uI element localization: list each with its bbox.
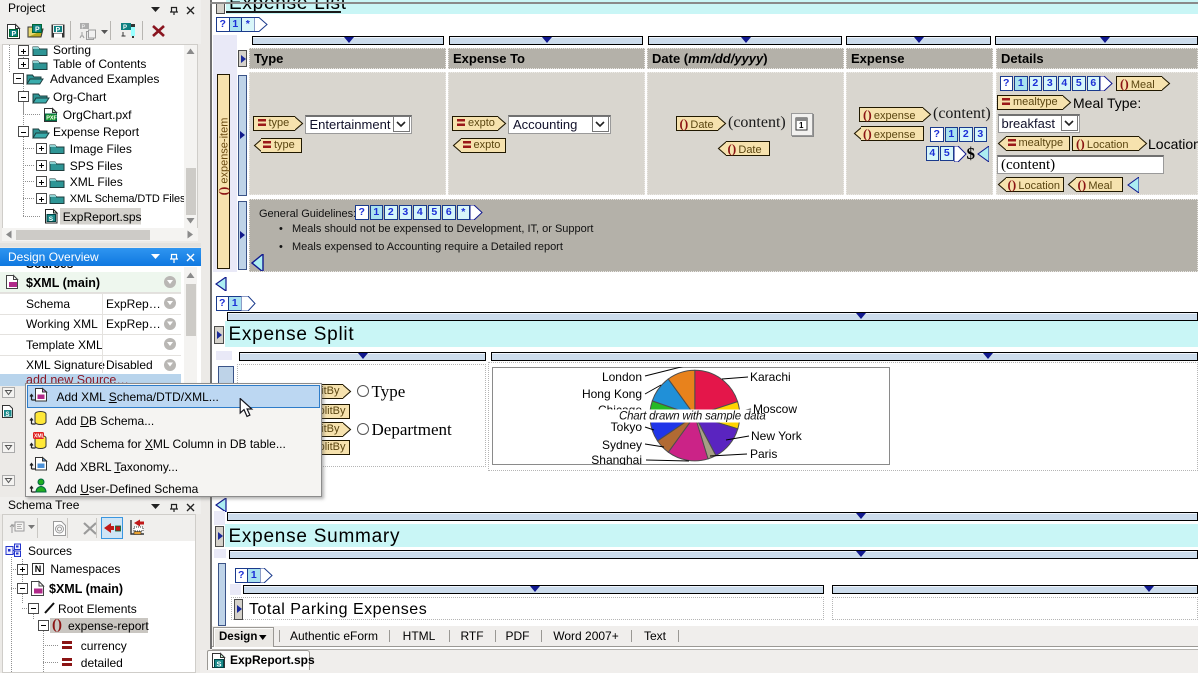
svg-text:P: P (56, 27, 61, 34)
svg-text:Moscow: Moscow (753, 402, 797, 416)
svg-text:S: S (49, 216, 54, 223)
svg-text:Hong Kong: Hong Kong (582, 387, 642, 401)
svg-text:Sydney: Sydney (602, 438, 642, 452)
svg-text:P: P (123, 25, 127, 31)
svg-text:Shanghai: Shanghai (591, 453, 642, 465)
svg-text:Karachi: Karachi (750, 370, 791, 384)
svg-text:PXF: PXF (46, 116, 57, 122)
svg-text:XML: XML (34, 434, 45, 440)
svg-text:New York: New York (751, 429, 803, 443)
svg-text:S: S (6, 412, 10, 418)
svg-text:P: P (12, 31, 17, 38)
svg-text:P: P (82, 25, 86, 31)
svg-text:London: London (602, 370, 642, 384)
svg-text:Paris: Paris (750, 447, 777, 461)
svg-text:1: 1 (799, 121, 804, 130)
svg-text:Chart drawn with sample data: Chart drawn with sample data (619, 411, 766, 423)
svg-text:P: P (35, 27, 40, 34)
svg-text:Tokyo: Tokyo (611, 420, 643, 434)
svg-text:S: S (217, 660, 222, 669)
